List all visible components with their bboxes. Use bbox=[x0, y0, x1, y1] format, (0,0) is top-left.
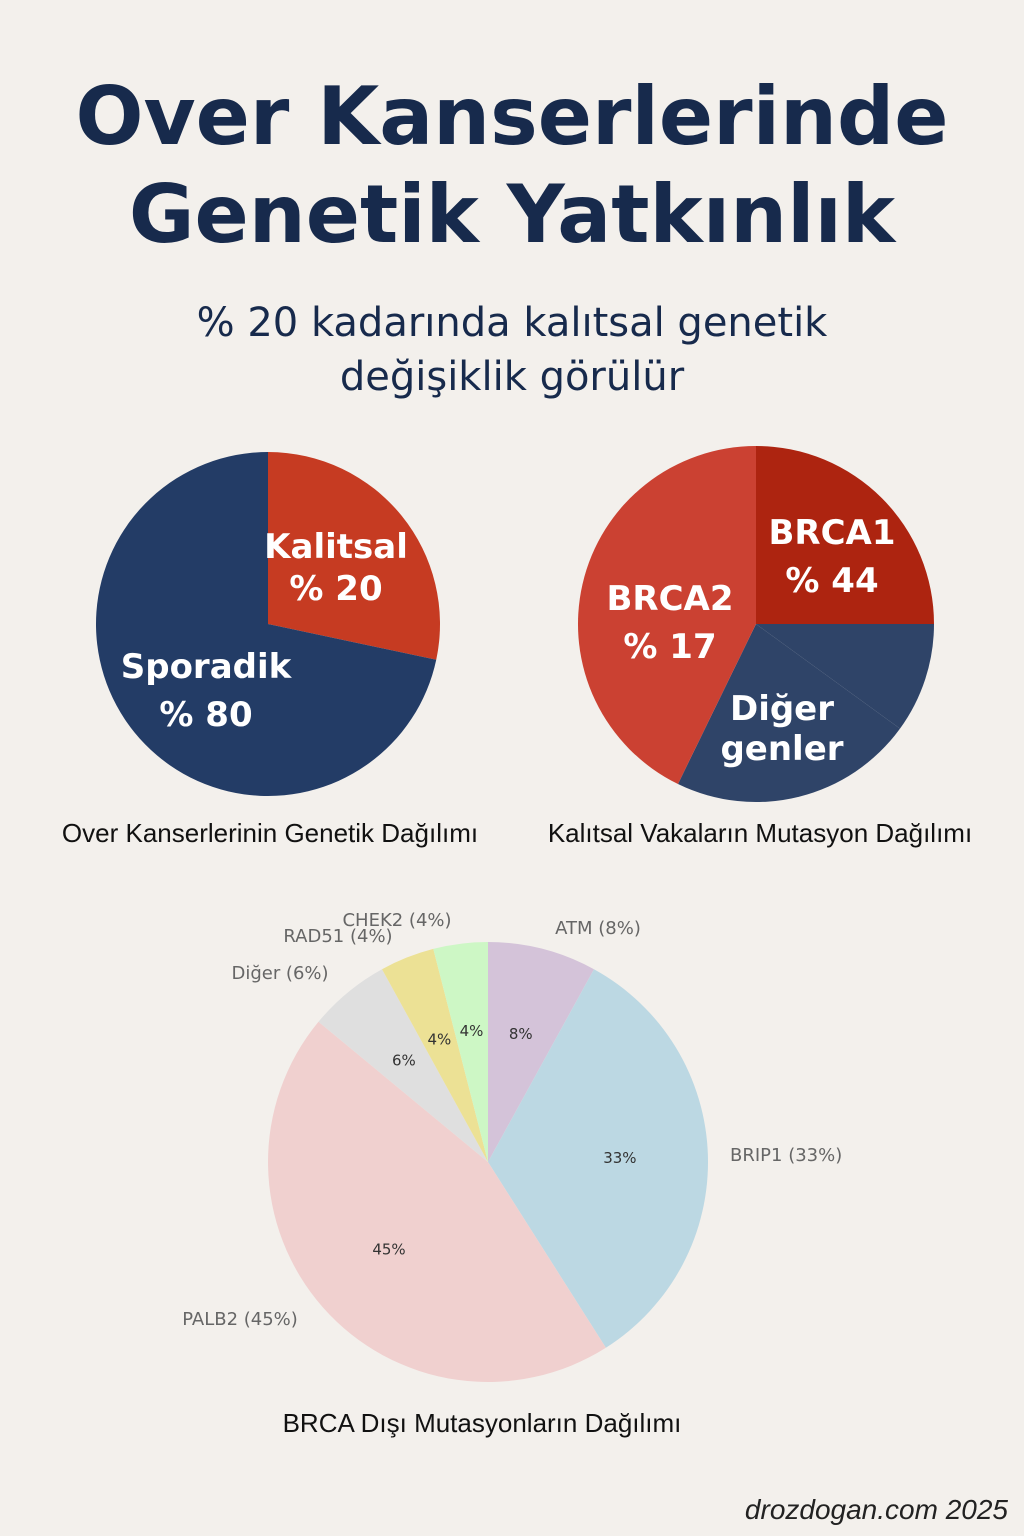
chart-1-slice-2 bbox=[95, 452, 437, 797]
chart-2-slice-1 bbox=[756, 446, 934, 624]
subtitle-line-1: % 20 kadarında kalıtsal genetik bbox=[196, 300, 828, 346]
title-line-2: Genetik Yatkınlık bbox=[128, 168, 896, 261]
chart-3-slice-4-percent: 6% bbox=[392, 1051, 416, 1069]
chart-2-slice-2 bbox=[756, 624, 935, 729]
chart-3-slice-1 bbox=[488, 942, 594, 1162]
chart-3-slice-2 bbox=[488, 969, 709, 1348]
chart-2-caption: Kalıtsal Vakaların Mutasyon Dağılımı bbox=[547, 818, 973, 848]
chart-2-slice-1-label: BRCA1 bbox=[768, 513, 895, 553]
chart-3-slice-4-label: Diğer (6%) bbox=[231, 963, 328, 984]
chart-3-slice-3-label: PALB2 (45%) bbox=[182, 1309, 298, 1330]
chart-1-slice-1-value: % 20 bbox=[289, 569, 382, 609]
page-title: Over Kanserlerinde Genetik Yatkınlık bbox=[0, 68, 1024, 264]
chart-3-slice-3 bbox=[268, 1021, 606, 1382]
chart-3-slice-6 bbox=[433, 942, 488, 1162]
chart-2-slice-1-value: % 44 bbox=[785, 561, 878, 601]
chart-3-slice-5-percent: 4% bbox=[428, 1030, 452, 1048]
chart-2-slice-4 bbox=[577, 445, 756, 784]
chart-2-slice-3-label: Diğer bbox=[730, 689, 834, 729]
chart-3-slice-2-label: BRIP1 (33%) bbox=[730, 1145, 842, 1166]
chart-1-slice-1-label: Kalitsal bbox=[264, 527, 408, 567]
chart-3-slice-5-label: RAD51 (4%) bbox=[283, 926, 392, 947]
chart-3-slice-6-percent: 4% bbox=[460, 1022, 484, 1040]
chart-3-slice-4 bbox=[318, 969, 488, 1162]
chart-3-slice-1-label: ATM (8%) bbox=[555, 918, 641, 939]
chart-1-slice-2-label: Sporadik bbox=[121, 647, 293, 687]
subtitle-line-2: değişiklik görülür bbox=[339, 354, 685, 400]
chart-3-slice-6-label: CHEK2 (4%) bbox=[342, 910, 451, 931]
chart-2-slice-3-value: genler bbox=[720, 729, 843, 769]
chart-3-slice-2-percent: 33% bbox=[603, 1149, 636, 1167]
chart-3-slice-1-percent: 8% bbox=[509, 1025, 533, 1043]
chart-1-slice-2-value: % 80 bbox=[159, 695, 252, 735]
chart-3-slice-5 bbox=[382, 948, 488, 1162]
chart-1-slice-1 bbox=[268, 452, 440, 660]
chart-1-caption: Over Kanserlerinin Genetik Dağılımı bbox=[61, 818, 479, 848]
page-subtitle: % 20 kadarında kalıtsal genetik değişikl… bbox=[0, 296, 1024, 404]
chart-2-slice-3 bbox=[677, 624, 901, 803]
footer-credit: drozdogan.com 2025 bbox=[744, 1494, 1008, 1525]
chart-2-slice-4-value: % 17 bbox=[623, 627, 716, 667]
chart-2-slice-4-label: BRCA2 bbox=[606, 579, 733, 619]
title-line-1: Over Kanserlerinde bbox=[75, 70, 949, 163]
chart-3-caption: BRCA Dışı Mutasyonların Dağılımı bbox=[282, 1408, 682, 1438]
chart-3-slice-3-percent: 45% bbox=[372, 1240, 405, 1258]
